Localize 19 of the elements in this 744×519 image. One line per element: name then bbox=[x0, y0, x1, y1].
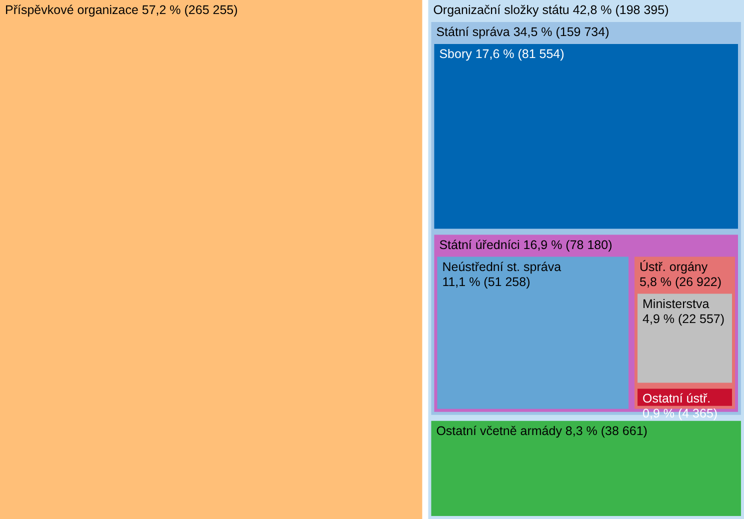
category-label: Příspěvkové organizace bbox=[5, 3, 138, 17]
data-label: 16,9 % (78 180) bbox=[523, 238, 612, 252]
data-label: 4,9 % (22 557) bbox=[642, 312, 725, 326]
category-label: Státní úředníci bbox=[439, 238, 520, 252]
category-label: Ústř. orgány bbox=[640, 260, 708, 274]
category-label: Ostatní včetně armády bbox=[436, 424, 563, 438]
category-label: Ministerstva bbox=[642, 296, 710, 311]
data-label: 11,1 % (51 258) bbox=[442, 274, 530, 289]
data-label: 17,6 % (81 554) bbox=[475, 47, 564, 61]
category-label: Neústřední st. správa bbox=[442, 260, 562, 274]
category-label: Ostatní ústř. bbox=[642, 392, 711, 406]
data-label: 8,3 % (38 661) bbox=[565, 424, 648, 438]
data-label: 5,8 % (26 922) bbox=[640, 274, 722, 289]
category-label: Státní správa bbox=[436, 25, 510, 39]
data-label: 34,5 % (159 734) bbox=[513, 25, 610, 39]
category-label: Sbory bbox=[439, 47, 473, 61]
data-label: 57,2 % (265 255) bbox=[142, 3, 238, 17]
category-label: Organizační složky státu bbox=[433, 3, 570, 17]
data-label: 42,8 % (198 395) bbox=[572, 3, 669, 17]
